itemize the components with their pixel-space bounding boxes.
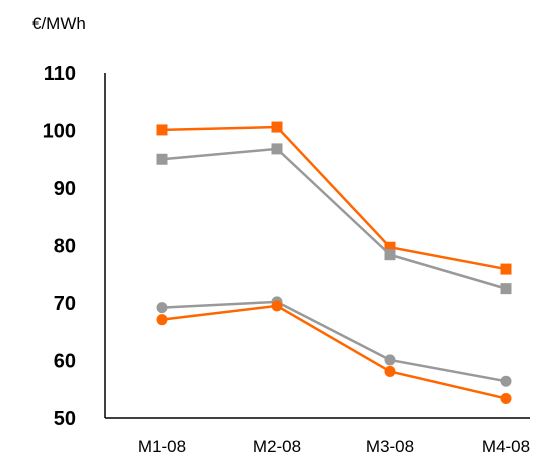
series-line xyxy=(161,304,507,400)
x-tick-label: M1-08 xyxy=(138,437,186,456)
axes xyxy=(104,73,530,419)
series-line xyxy=(161,300,507,383)
data-point-circle xyxy=(271,300,283,312)
series-group xyxy=(156,121,512,404)
y-tick-label: 100 xyxy=(43,121,76,143)
data-point-square xyxy=(156,153,168,165)
data-point-square xyxy=(384,241,396,253)
data-point-square xyxy=(271,143,283,155)
data-point-circle xyxy=(500,375,512,387)
y-tick-label: 90 xyxy=(54,178,76,200)
data-point-circle xyxy=(384,365,396,377)
x-tick-label: M4-08 xyxy=(482,437,530,456)
data-point-circle xyxy=(384,354,396,366)
y-tick-label: 70 xyxy=(54,293,76,315)
data-point-circle xyxy=(500,392,512,404)
y-tick-labels: 50 60 70 80 90 100 110 xyxy=(43,63,76,430)
series-line xyxy=(161,125,507,271)
y-tick-label: 60 xyxy=(54,351,76,373)
data-point-circle xyxy=(156,302,168,314)
y-tick-label: 80 xyxy=(54,236,76,258)
data-point-square xyxy=(500,263,512,275)
data-point-square xyxy=(384,249,396,261)
data-point-square xyxy=(500,283,512,295)
data-point-square xyxy=(156,124,168,136)
data-point-circle xyxy=(156,314,168,326)
x-tick-labels: M1-08 M2-08 M3-08 M4-08 xyxy=(138,437,530,456)
x-tick-label: M3-08 xyxy=(366,437,414,456)
y-tick-label: 110 xyxy=(44,63,76,85)
x-tick-label: M2-08 xyxy=(253,437,301,456)
data-point-square xyxy=(271,121,283,133)
unit-label: €/MWh xyxy=(32,14,86,33)
series-line xyxy=(161,147,507,290)
y-tick-label: 50 xyxy=(54,408,76,430)
